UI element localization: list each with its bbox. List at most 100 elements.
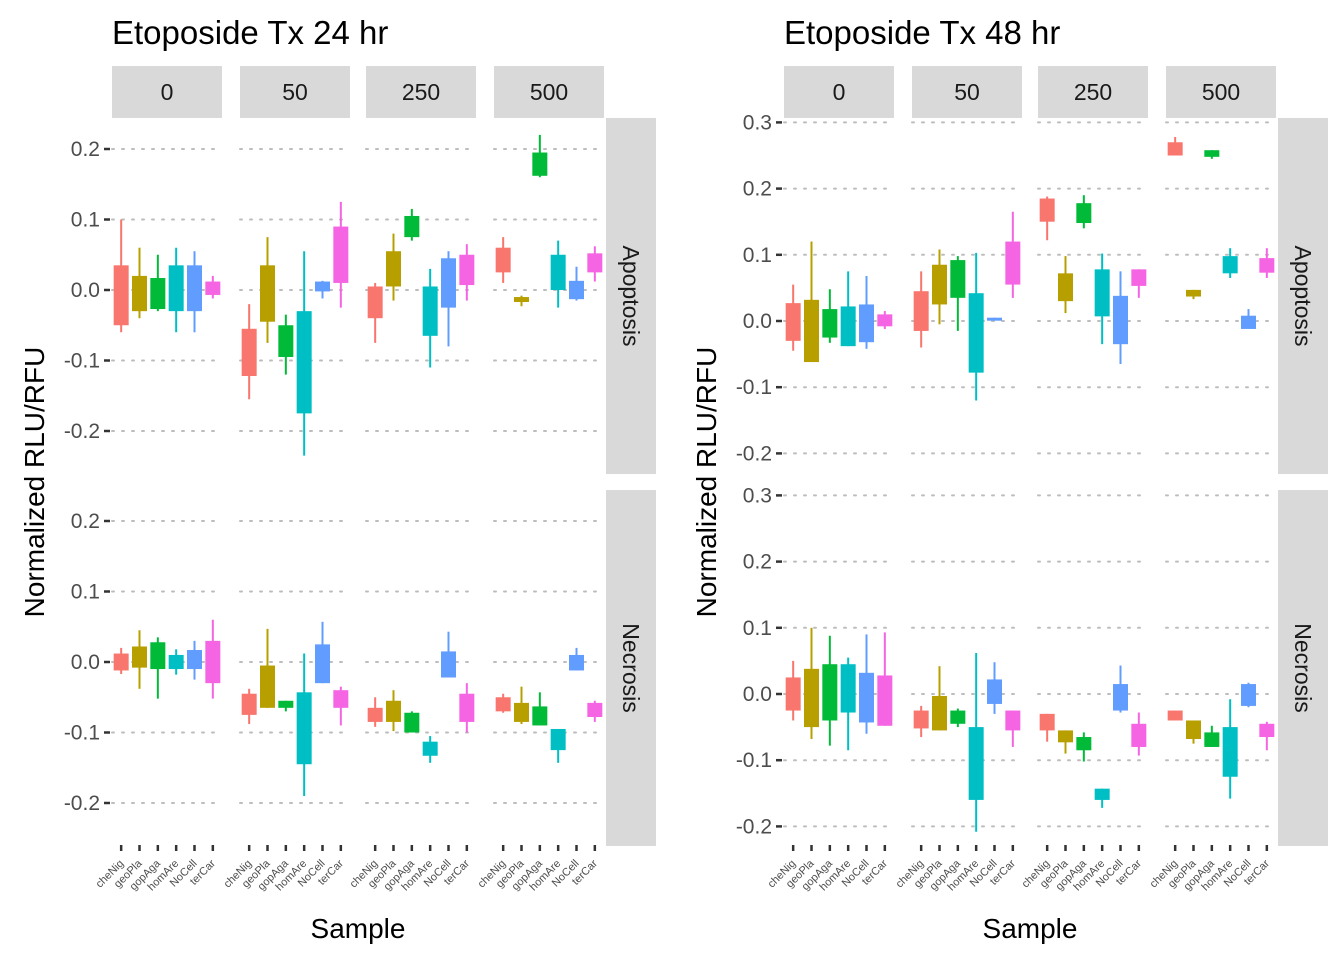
box-geoPla — [260, 665, 275, 708]
box-cheNig — [367, 707, 383, 722]
y-tick-label: 0.0 — [743, 683, 772, 706]
row-strip-necrosis — [1278, 490, 1328, 846]
box-homAre — [1222, 256, 1238, 274]
y-tick-label: -0.1 — [64, 722, 100, 745]
box-geoPla — [1058, 273, 1073, 302]
box-NoCell — [1241, 684, 1256, 706]
box-geoPla — [514, 702, 529, 722]
y-tick-label: 0.2 — [71, 138, 100, 161]
box-cheNig — [241, 693, 257, 715]
box-cheNig — [113, 653, 129, 671]
box-NoCell — [187, 650, 202, 670]
box-homAre — [168, 265, 184, 312]
y-tick-label: -0.2 — [736, 815, 772, 838]
col-strip-500 — [1166, 66, 1276, 118]
x-axis-title: Sample — [311, 913, 406, 944]
y-tick-label: 0.1 — [71, 581, 100, 604]
col-strip-label: 0 — [833, 79, 846, 105]
box-terCar — [459, 254, 475, 286]
box-geoPla — [1186, 720, 1201, 740]
box-NoCell — [987, 317, 1002, 321]
box-terCar — [1005, 241, 1021, 285]
box-NoCell — [859, 304, 874, 343]
box-cheNig — [495, 697, 511, 712]
box-cheNig — [785, 677, 801, 711]
box-gopAga — [532, 706, 548, 726]
box-terCar — [1259, 258, 1275, 273]
y-tick-label: 0.2 — [743, 178, 772, 201]
box-geoPla — [386, 251, 401, 287]
box-gopAga — [278, 325, 294, 357]
box-geoPla — [132, 275, 147, 312]
box-geoPla — [804, 668, 819, 728]
box-terCar — [459, 693, 475, 722]
y-tick-label: 0.1 — [743, 617, 772, 640]
box-homAre — [1094, 788, 1110, 800]
col-strip-50 — [240, 66, 350, 118]
box-cheNig — [1039, 198, 1055, 222]
box-terCar — [1131, 723, 1147, 747]
box-homAre — [550, 728, 566, 751]
box-homAre — [1222, 727, 1238, 777]
box-cheNig — [113, 265, 129, 326]
chart-title: Etoposide Tx 24 hr — [112, 14, 388, 51]
row-strip-necrosis — [606, 490, 656, 846]
box-terCar — [587, 702, 603, 717]
row-strip-label: Necrosis — [1290, 623, 1316, 712]
box-geoPla — [386, 700, 401, 722]
box-cheNig — [1039, 713, 1055, 731]
y-tick-label: 0.3 — [743, 484, 772, 507]
col-strip-label: 250 — [402, 79, 440, 105]
box-gopAga — [822, 664, 838, 721]
box-NoCell — [187, 265, 202, 312]
y-axis-title: Normalized RLU/RFU — [691, 347, 722, 618]
box-geoPla — [804, 299, 819, 363]
col-strip-250 — [1038, 66, 1148, 118]
box-cheNig — [785, 303, 801, 341]
box-homAre — [968, 293, 984, 373]
y-tick-label: -0.2 — [736, 442, 772, 465]
y-tick-label: 0.1 — [71, 209, 100, 232]
col-strip-250 — [366, 66, 476, 118]
row-strip-apoptosis — [606, 118, 656, 474]
y-tick-label: 0.0 — [743, 310, 772, 333]
box-cheNig — [913, 710, 929, 729]
box-terCar — [1131, 269, 1147, 286]
y-tick-label: -0.1 — [64, 350, 100, 373]
col-strip-500 — [494, 66, 604, 118]
box-gopAga — [1204, 150, 1220, 157]
box-gopAga — [150, 642, 166, 670]
col-strip-label: 500 — [530, 79, 568, 105]
y-tick-label: -0.1 — [736, 376, 772, 399]
y-tick-label: 0.2 — [743, 551, 772, 574]
box-homAre — [550, 254, 566, 290]
box-homAre — [968, 727, 984, 800]
box-geoPla — [132, 646, 147, 668]
col-strip-label: 250 — [1074, 79, 1112, 105]
box-NoCell — [315, 281, 330, 292]
y-tick-label: -0.1 — [736, 749, 772, 772]
box-gopAga — [278, 700, 294, 708]
box-terCar — [877, 675, 893, 726]
row-strip-apoptosis — [1278, 118, 1328, 474]
y-tick-label: 0.0 — [71, 651, 100, 674]
box-cheNig — [1167, 710, 1183, 721]
col-strip-50 — [912, 66, 1022, 118]
row-strip-label: Necrosis — [618, 623, 644, 712]
box-gopAga — [1076, 737, 1092, 751]
box-cheNig — [495, 247, 511, 273]
chart-0: Etoposide Tx 24 hr 0 50 250 500 Apoptosis Necr… — [19, 14, 656, 944]
box-NoCell — [569, 280, 584, 300]
box-homAre — [840, 664, 856, 713]
box-geoPla — [260, 265, 275, 322]
box-gopAga — [1204, 732, 1220, 747]
box-gopAga — [950, 710, 966, 724]
box-NoCell — [569, 654, 584, 671]
y-tick-label: 0.2 — [71, 510, 100, 533]
box-homAre — [422, 741, 438, 756]
box-geoPla — [932, 264, 947, 305]
box-NoCell — [315, 644, 330, 684]
col-strip-label: 0 — [161, 79, 174, 105]
box-terCar — [877, 314, 893, 327]
